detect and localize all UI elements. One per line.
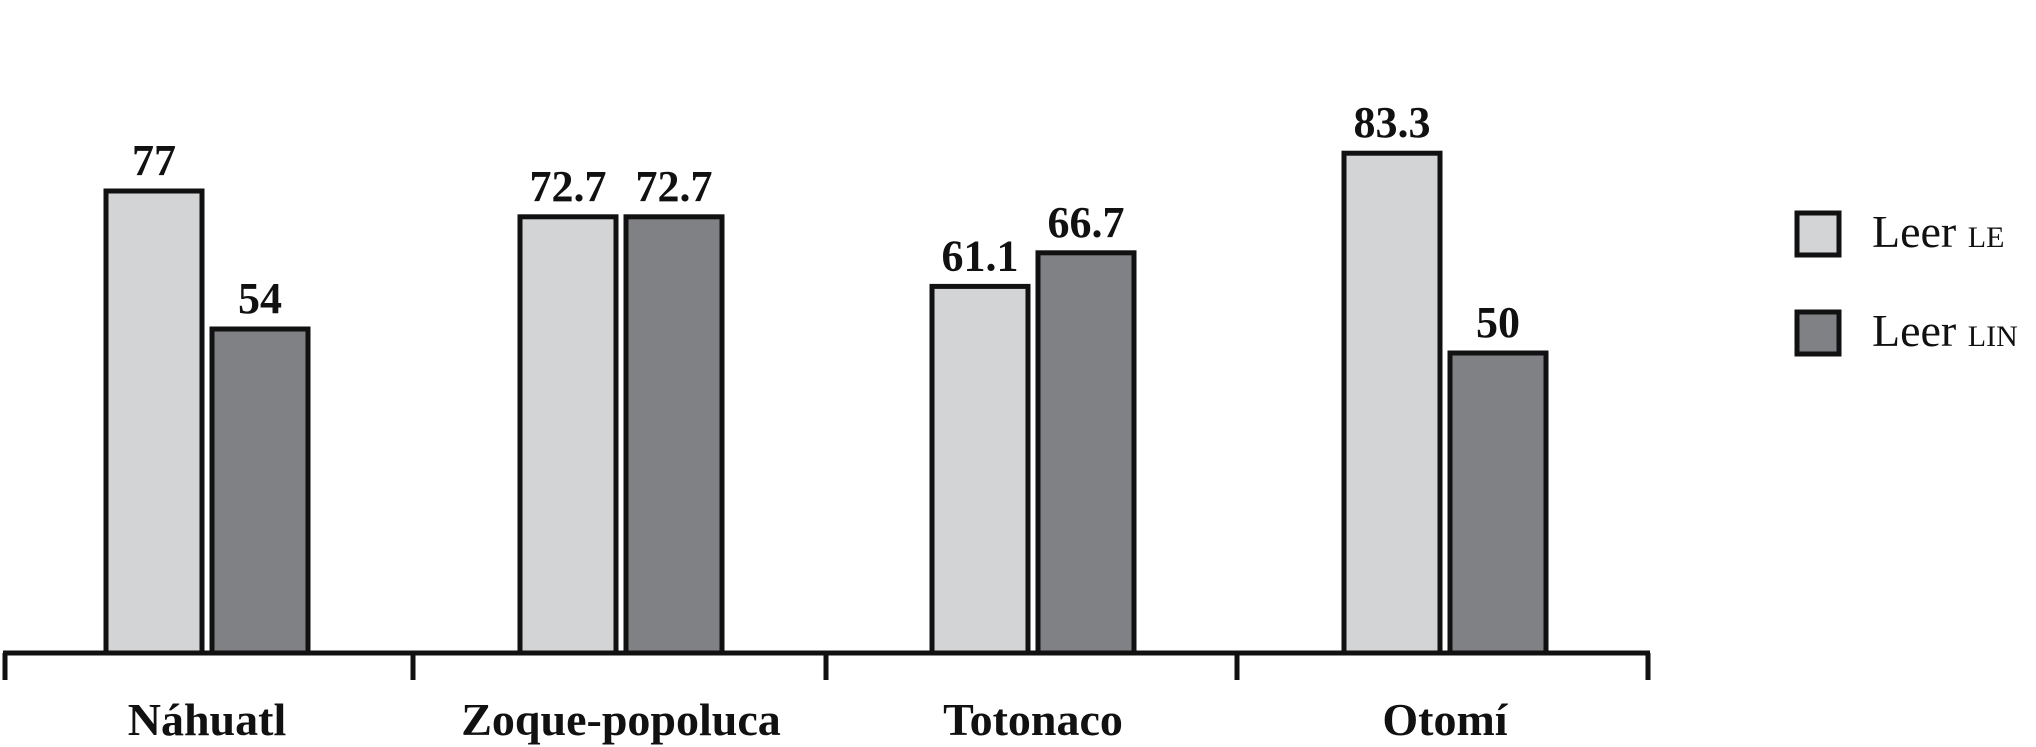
data-label-zoque-popoluca-lin: 72.7 — [636, 162, 713, 211]
category-label-totonaco: Totonaco — [943, 694, 1123, 745]
data-label-nahuatl-lin: 54 — [238, 274, 282, 323]
legend: Leer LE Leer LIN — [1794, 206, 2018, 357]
x-axis — [2, 650, 1651, 680]
data-label-totonaco-lin: 66.7 — [1048, 198, 1125, 247]
bar-nahuatl-le — [103, 188, 205, 656]
category-label-zoque-popoluca: Zoque-popoluca — [461, 694, 781, 745]
bar-zoque-popoluca-lin — [623, 214, 725, 656]
data-label-zoque-popoluca-le: 72.7 — [530, 162, 607, 211]
data-label-otomi-le: 83.3 — [1354, 98, 1431, 147]
labels-layer: 77 54 Náhuatl 72.7 72.7 Zoque-popoluca 61.1 66.… — [128, 98, 1520, 745]
legend-label-lin: Leer LIN — [1872, 305, 2018, 356]
bars-layer — [103, 150, 1549, 656]
legend-swatch-lin — [1794, 309, 1842, 357]
category-label-nahuatl: Náhuatl — [128, 694, 286, 745]
bar-zoque-popoluca-le — [517, 214, 619, 656]
category-label-otomi: Otomí — [1382, 694, 1508, 745]
bar-otomi-lin — [1447, 350, 1549, 656]
bar-nahuatl-lin — [209, 326, 311, 656]
data-label-otomi-lin: 50 — [1476, 298, 1520, 347]
bar-totonaco-le — [929, 283, 1031, 656]
data-label-nahuatl-le: 77 — [132, 136, 176, 185]
data-label-totonaco-le: 61.1 — [942, 231, 1019, 280]
bar-totonaco-lin — [1035, 250, 1137, 656]
legend-swatch-le — [1794, 210, 1842, 258]
legend-label-le: Leer LE — [1872, 206, 2004, 257]
bar-otomi-le — [1341, 150, 1443, 656]
